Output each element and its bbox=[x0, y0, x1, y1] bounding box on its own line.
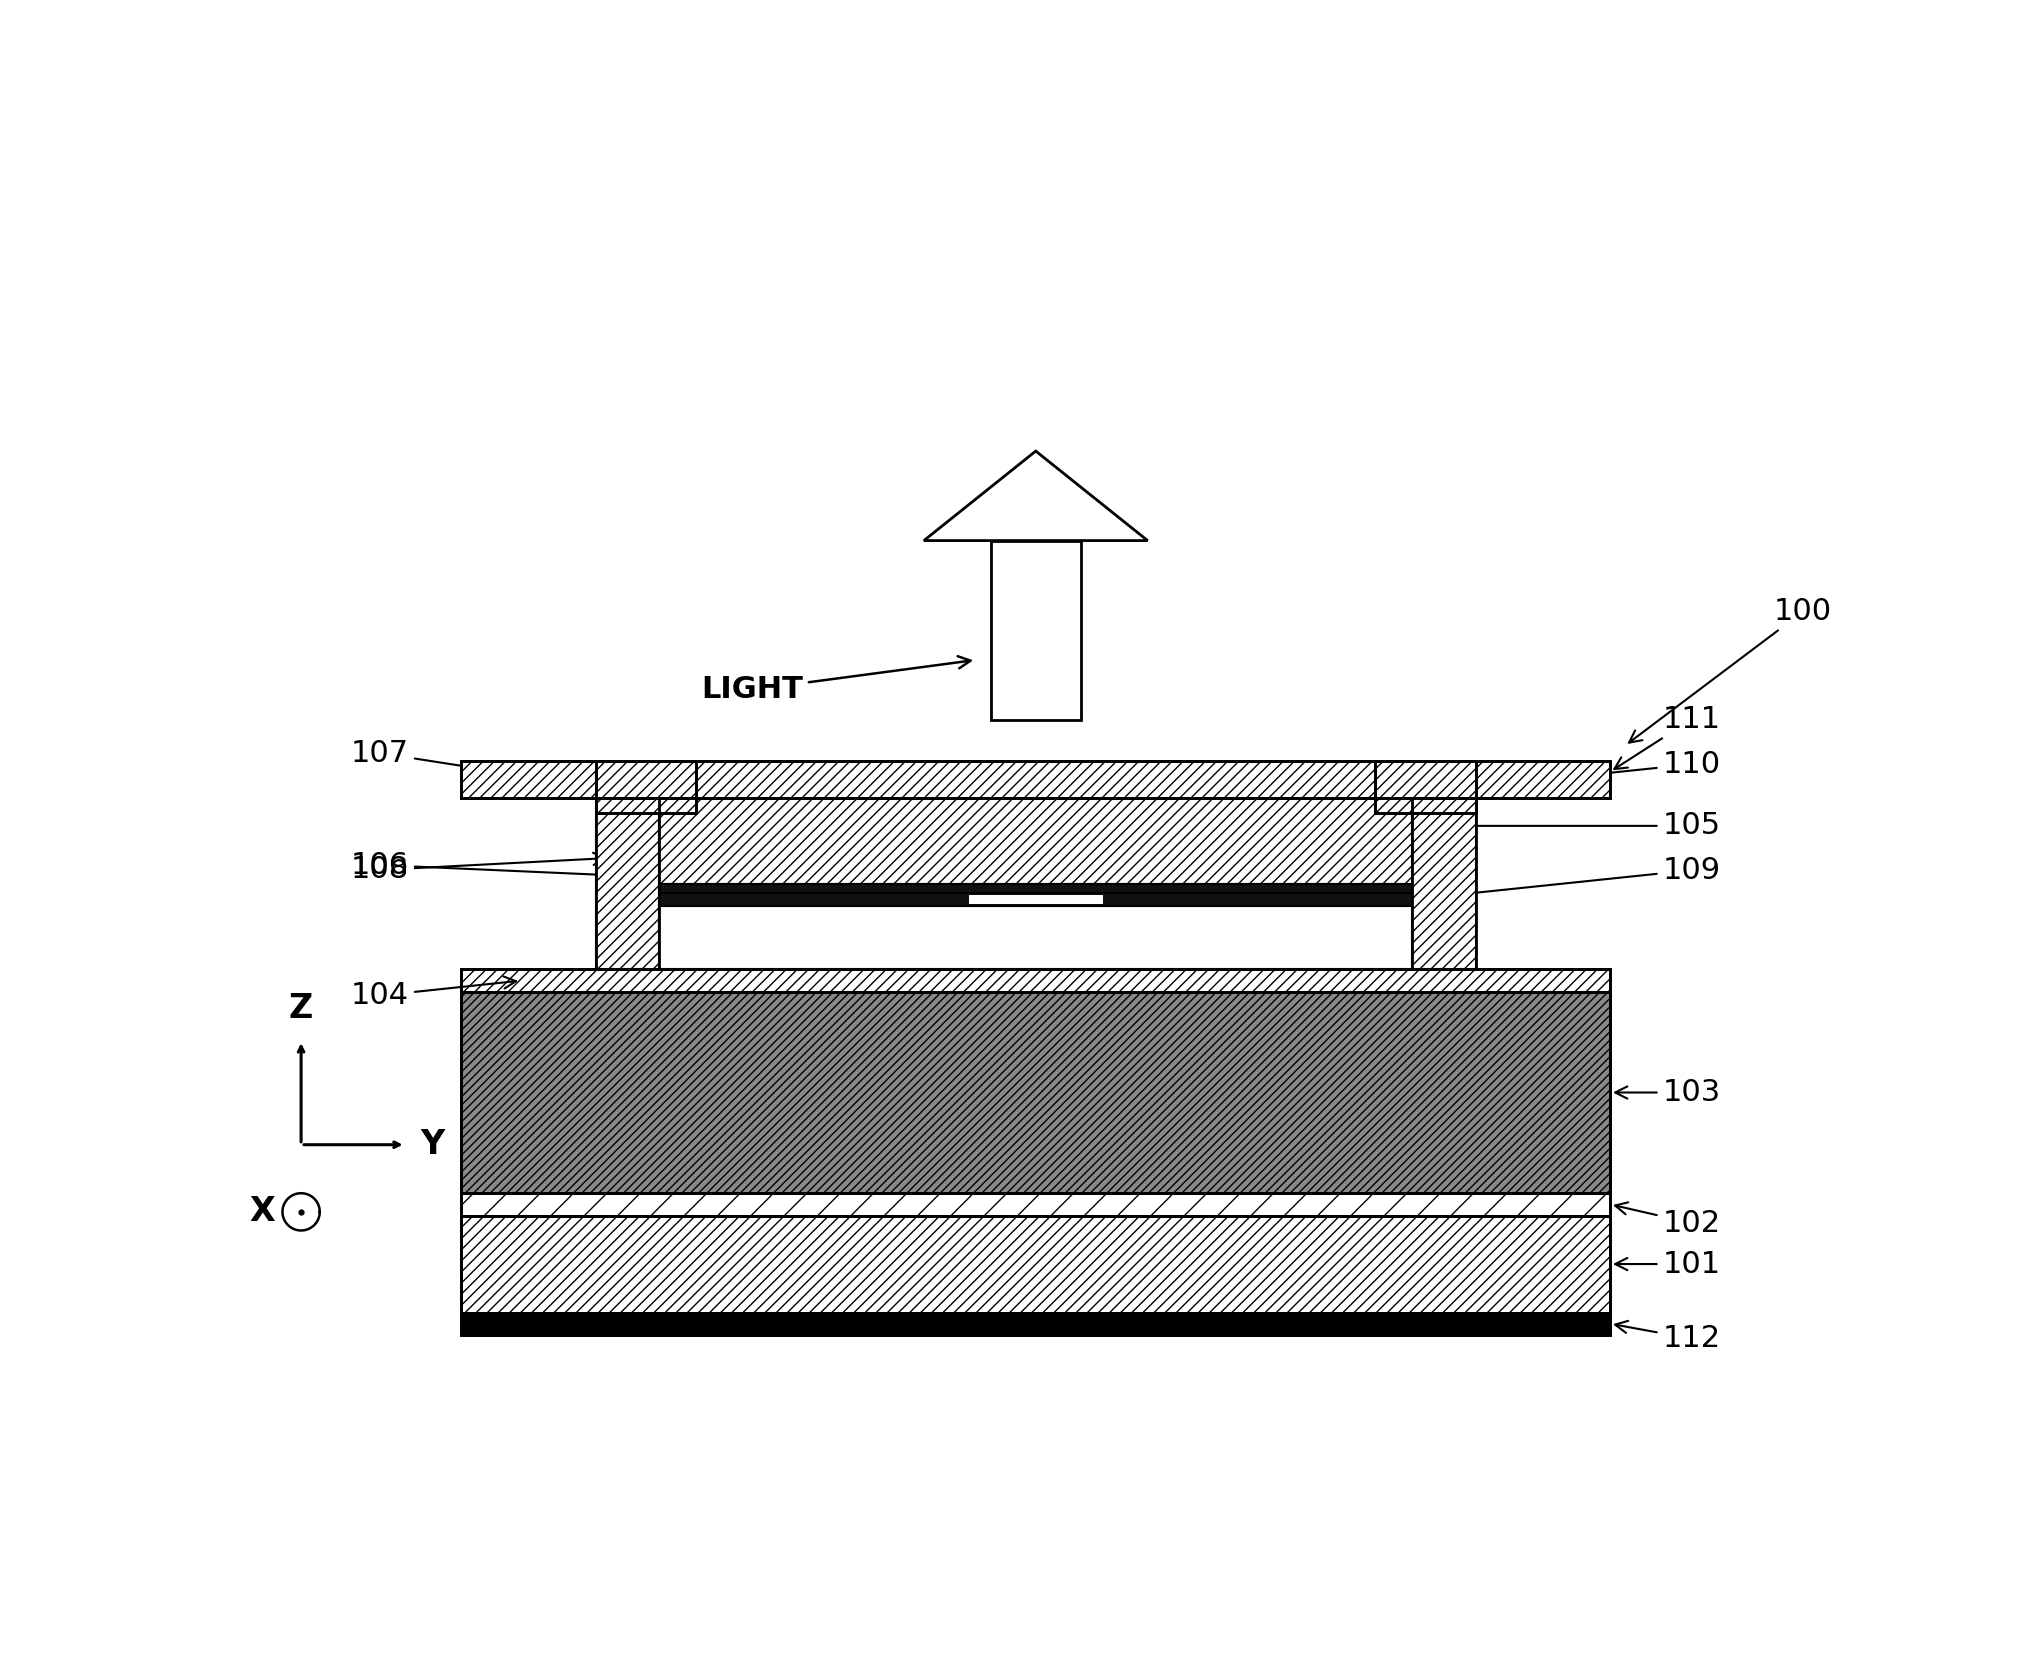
Text: 111: 111 bbox=[1615, 706, 1720, 769]
Bar bbox=[461, 761, 1611, 798]
Bar bbox=[461, 1193, 1611, 1215]
Text: LIGHT: LIGHT bbox=[701, 657, 970, 704]
Polygon shape bbox=[924, 451, 1148, 541]
Text: 109: 109 bbox=[1417, 856, 1720, 903]
Bar bbox=[596, 798, 1475, 969]
Text: 108: 108 bbox=[352, 853, 606, 885]
Bar bbox=[596, 798, 659, 969]
Bar bbox=[990, 541, 1081, 719]
Text: X: X bbox=[249, 1195, 275, 1229]
Bar bbox=[1374, 761, 1475, 813]
Bar bbox=[461, 1193, 1611, 1215]
Bar bbox=[659, 883, 1413, 893]
Bar bbox=[461, 761, 1611, 798]
Text: 112: 112 bbox=[1615, 1321, 1720, 1353]
Bar bbox=[968, 895, 1103, 903]
Text: 101: 101 bbox=[1615, 1250, 1720, 1279]
Text: Z: Z bbox=[289, 992, 313, 1026]
Text: 110: 110 bbox=[1481, 749, 1720, 791]
Text: 102: 102 bbox=[1615, 1202, 1720, 1237]
Text: 105: 105 bbox=[1433, 811, 1720, 840]
Bar bbox=[461, 1312, 1611, 1334]
Bar bbox=[461, 992, 1611, 1193]
Bar bbox=[659, 893, 1413, 907]
Bar bbox=[596, 761, 697, 813]
Bar bbox=[1413, 798, 1475, 969]
Bar bbox=[596, 761, 697, 813]
Text: 104: 104 bbox=[352, 977, 515, 1011]
Bar bbox=[461, 1312, 1611, 1334]
Text: 106: 106 bbox=[352, 850, 661, 883]
Text: Y: Y bbox=[420, 1128, 445, 1161]
Bar bbox=[659, 907, 1413, 969]
Text: 103: 103 bbox=[1615, 1078, 1720, 1108]
Text: 100: 100 bbox=[1629, 597, 1833, 742]
Bar bbox=[1374, 761, 1475, 813]
Bar bbox=[659, 798, 1413, 883]
Text: 107: 107 bbox=[352, 739, 590, 789]
Bar bbox=[461, 969, 1611, 992]
Bar bbox=[461, 1215, 1611, 1312]
Bar bbox=[461, 1215, 1611, 1312]
Bar bbox=[596, 798, 1475, 969]
Bar bbox=[461, 969, 1611, 992]
Bar bbox=[461, 992, 1611, 1193]
